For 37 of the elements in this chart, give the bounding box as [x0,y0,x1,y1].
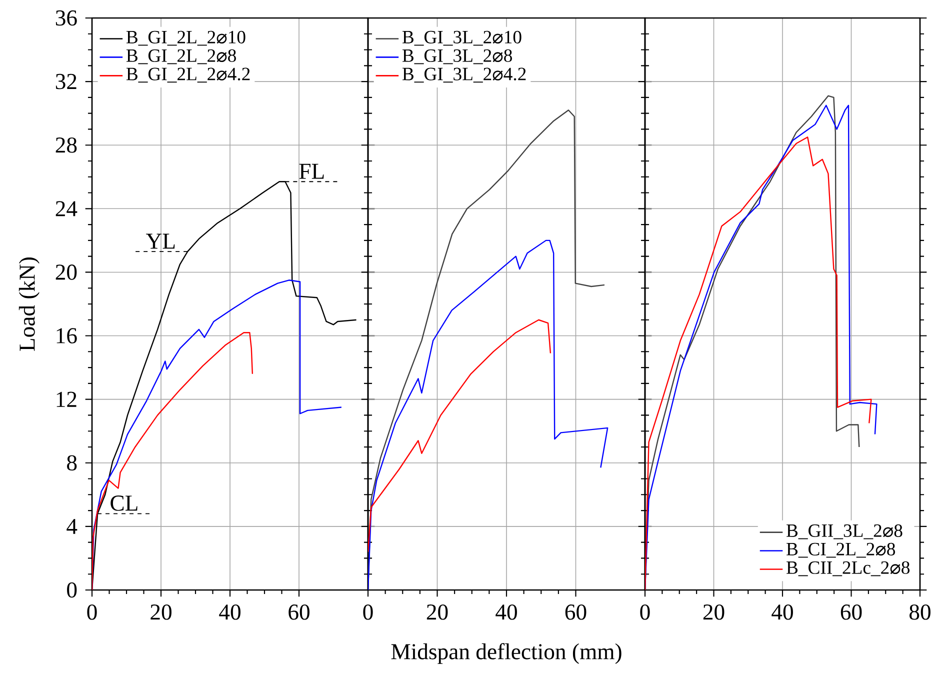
legend-label: B_GI_2L_2⌀10 [126,30,246,46]
legend-label: B_GI_2L_2⌀8 [126,49,236,64]
x-tick-label: 20 [150,604,172,620]
y-tick-label: 28 [56,137,77,153]
x-tick-label: 20 [426,604,448,620]
legend-label: B_GII_3L_2⌀8 [786,524,902,540]
annotation: FL [299,164,324,179]
y-tick-label: 0 [67,582,77,598]
y-tick-label: 32 [56,74,76,90]
x-tick-label: 0 [87,604,97,620]
x-tick-label: 80 [910,604,930,620]
legend-label: B_GI_3L_2⌀8 [402,49,512,64]
y-tick-label: 12 [56,392,76,407]
legend-label: B_CI_2L_2⌀8 [786,542,896,558]
y-tick-label: 8 [67,455,77,471]
x-tick-label: 20 [703,604,724,620]
y-tick-label: 36 [56,10,77,26]
annotation: CL [110,496,138,511]
legend-label: B_GI_3L_2⌀4.2 [402,68,526,83]
x-tick-label: 0 [640,604,650,620]
x-tick-label: 40 [219,604,240,620]
x-tick-label: 40 [496,604,517,620]
x-tick-label: 60 [288,604,310,620]
y-tick-label: 16 [56,328,77,344]
legend-label: B_CII_2Lc_2⌀8 [786,561,910,576]
y-tick-label: 20 [56,264,77,280]
x-tick-label: 40 [772,604,793,620]
x-axis-title: Midspan deflection (mm) [391,643,622,664]
y-tick-label: 24 [56,201,78,216]
legend-label: B_GI_2L_2⌀4.2 [126,68,250,83]
y-axis-title: Load (kN) [18,257,40,351]
x-tick-label: 60 [840,604,862,620]
legend-label: B_GI_3L_2⌀10 [402,30,522,46]
x-tick-label: 60 [565,604,586,620]
annotation: YL [146,234,175,249]
x-tick-label: 0 [363,604,373,620]
y-tick-label: 4 [66,518,78,534]
